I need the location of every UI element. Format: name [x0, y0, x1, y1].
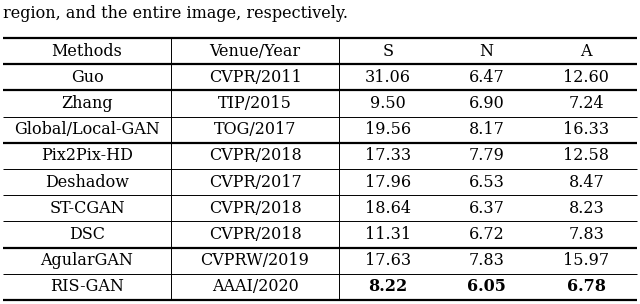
Text: 12.58: 12.58 [563, 147, 609, 164]
Text: TIP/2015: TIP/2015 [218, 95, 292, 112]
Text: 6.78: 6.78 [567, 278, 606, 295]
Text: S: S [383, 43, 394, 60]
Text: 7.83: 7.83 [468, 252, 504, 269]
Text: 11.31: 11.31 [365, 226, 412, 243]
Text: N: N [479, 43, 493, 60]
Text: 9.50: 9.50 [371, 95, 406, 112]
Text: CVPRW/2019: CVPRW/2019 [200, 252, 310, 269]
Text: Guo: Guo [70, 69, 104, 86]
Text: CVPR/2011: CVPR/2011 [209, 69, 301, 86]
Text: 8.47: 8.47 [568, 174, 604, 191]
Text: region, and the entire image, respectively.: region, and the entire image, respective… [3, 5, 348, 22]
Text: Global/Local-GAN: Global/Local-GAN [14, 121, 160, 138]
Text: 17.96: 17.96 [365, 174, 412, 191]
Text: 6.47: 6.47 [468, 69, 504, 86]
Text: 17.63: 17.63 [365, 252, 412, 269]
Text: Deshadow: Deshadow [45, 174, 129, 191]
Text: 6.53: 6.53 [468, 174, 504, 191]
Text: 31.06: 31.06 [365, 69, 411, 86]
Text: CVPR/2017: CVPR/2017 [209, 174, 301, 191]
Text: 6.72: 6.72 [468, 226, 504, 243]
Text: 6.90: 6.90 [468, 95, 504, 112]
Text: Zhang: Zhang [61, 95, 113, 112]
Text: 8.17: 8.17 [468, 121, 504, 138]
Text: 15.97: 15.97 [563, 252, 609, 269]
Text: DSC: DSC [69, 226, 105, 243]
Text: CVPR/2018: CVPR/2018 [209, 226, 301, 243]
Text: CVPR/2018: CVPR/2018 [209, 147, 301, 164]
Text: 8.23: 8.23 [568, 200, 604, 217]
Text: TOG/2017: TOG/2017 [214, 121, 296, 138]
Text: AAAI/2020: AAAI/2020 [212, 278, 298, 295]
Text: AgularGAN: AgularGAN [40, 252, 134, 269]
Text: Pix2Pix-HD: Pix2Pix-HD [41, 147, 133, 164]
Text: 17.33: 17.33 [365, 147, 412, 164]
Text: 8.22: 8.22 [369, 278, 408, 295]
Text: 6.37: 6.37 [468, 200, 504, 217]
Text: A: A [580, 43, 592, 60]
Text: Venue/Year: Venue/Year [209, 43, 301, 60]
Text: 16.33: 16.33 [563, 121, 609, 138]
Text: 7.79: 7.79 [468, 147, 504, 164]
Text: 7.24: 7.24 [568, 95, 604, 112]
Text: 18.64: 18.64 [365, 200, 411, 217]
Text: 19.56: 19.56 [365, 121, 412, 138]
Text: ST-CGAN: ST-CGAN [49, 200, 125, 217]
Text: 6.05: 6.05 [467, 278, 506, 295]
Text: RIS-GAN: RIS-GAN [50, 278, 124, 295]
Text: CVPR/2018: CVPR/2018 [209, 200, 301, 217]
Text: 12.60: 12.60 [563, 69, 609, 86]
Text: Methods: Methods [52, 43, 122, 60]
Text: 7.83: 7.83 [568, 226, 604, 243]
